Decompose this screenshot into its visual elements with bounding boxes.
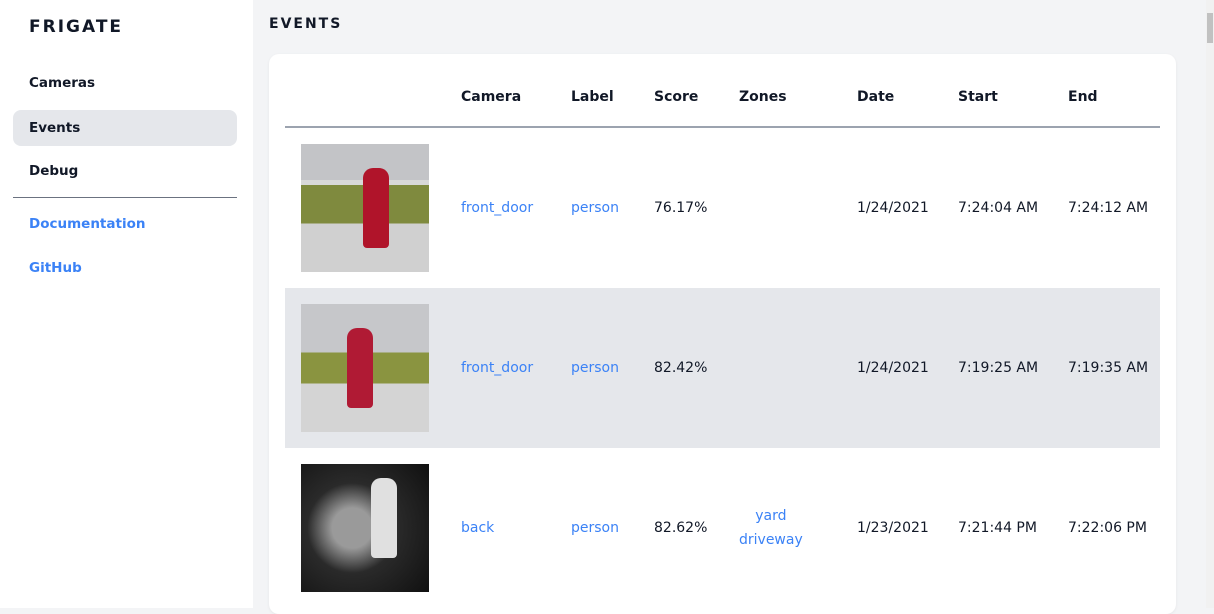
score-cell: 76.17% — [654, 200, 708, 216]
date-cell: 1/24/2021 — [857, 200, 929, 216]
sidebar-item-debug[interactable]: Debug — [29, 163, 79, 179]
zone-link[interactable]: driveway — [739, 532, 803, 548]
header-divider — [285, 126, 1160, 128]
table-row[interactable]: front_door person 76.17% 1/24/2021 7:24:… — [285, 128, 1160, 288]
event-thumbnail[interactable] — [301, 464, 429, 592]
app-logo[interactable]: FRIGATE — [29, 17, 124, 37]
sidebar-item-cameras[interactable]: Cameras — [29, 75, 96, 91]
scrollbar[interactable] — [1206, 0, 1214, 608]
label-link[interactable]: person — [571, 360, 619, 376]
scrollbar-thumb[interactable] — [1207, 13, 1213, 43]
header-start: Start — [958, 89, 998, 105]
event-thumbnail[interactable] — [301, 144, 429, 272]
camera-link[interactable]: front_door — [461, 200, 534, 216]
header-zones: Zones — [739, 89, 787, 105]
label-link[interactable]: person — [571, 520, 619, 536]
camera-link[interactable]: front_door — [461, 360, 534, 376]
header-camera: Camera — [461, 89, 522, 105]
header-score: Score — [654, 89, 699, 105]
event-thumbnail[interactable] — [301, 304, 429, 432]
sidebar-link-documentation[interactable]: Documentation — [29, 216, 146, 232]
zone-link[interactable]: yard — [755, 508, 787, 524]
start-cell: 7:24:04 AM — [958, 200, 1039, 216]
score-cell: 82.62% — [654, 520, 708, 536]
end-cell: 7:22:06 PM — [1068, 520, 1147, 536]
start-cell: 7:19:25 AM — [958, 360, 1039, 376]
score-cell: 82.42% — [654, 360, 708, 376]
sidebar-item-events[interactable]: Events — [13, 110, 237, 146]
date-cell: 1/23/2021 — [857, 520, 929, 536]
camera-link[interactable]: back — [461, 520, 495, 536]
table-row[interactable]: back person 82.62% yard driveway 1/23/20… — [285, 448, 1160, 608]
end-cell: 7:19:35 AM — [1068, 360, 1149, 376]
table-row[interactable]: front_door person 82.42% 1/24/2021 7:19:… — [285, 288, 1160, 448]
sidebar-link-github[interactable]: GitHub — [29, 260, 82, 276]
end-cell: 7:24:12 AM — [1068, 200, 1149, 216]
sidebar-divider — [13, 197, 237, 198]
page-title: EVENTS — [269, 16, 343, 32]
date-cell: 1/24/2021 — [857, 360, 929, 376]
sidebar: FRIGATE Cameras Events Debug Documentati… — [0, 0, 253, 608]
header-label: Label — [571, 89, 614, 105]
start-cell: 7:21:44 PM — [958, 520, 1037, 536]
header-end: End — [1068, 89, 1098, 105]
label-link[interactable]: person — [571, 200, 619, 216]
header-date: Date — [857, 89, 895, 105]
